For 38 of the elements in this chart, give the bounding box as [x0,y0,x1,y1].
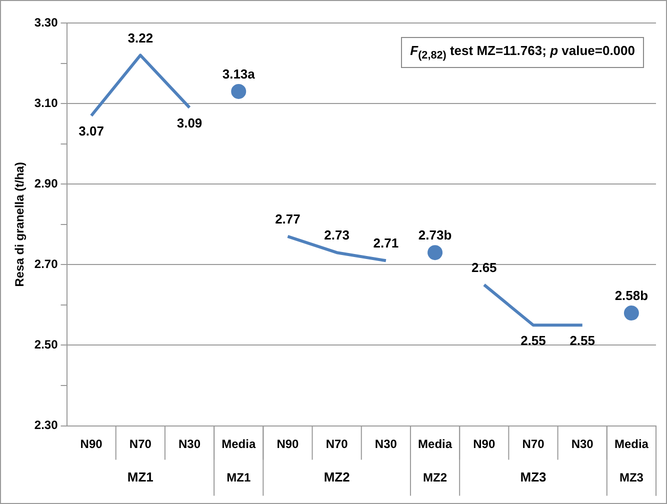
data-label: 2.73 [324,228,350,243]
y-tick-label: 3.10 [34,96,58,110]
y-axis-title: Resa di granella (t/ha) [12,162,27,287]
x-tick-label: N90 [80,436,103,451]
x-tick-label: N90 [473,436,496,451]
point [428,245,443,260]
point [624,306,639,321]
x-tick-label: N70 [326,436,348,451]
x-tick-label: N70 [522,436,545,451]
text: MZ2 [324,469,350,484]
category-label: Media MZ3 [614,436,648,485]
y-tick-label: 2.50 [34,338,58,352]
y-tick-label: 2.70 [34,256,58,271]
x-tick-label: N30 [571,436,594,451]
y-tick-label: 2.30 [34,418,58,432]
data-label: 2.55 [520,333,546,348]
text: MZ1 [127,469,154,484]
data-label: 3.09 [176,116,202,131]
text: MZ3 [520,469,546,484]
category-label: Media MZ2 [418,436,452,485]
annotation: F$_{(2,82)}$ test MZ=11.763; p value=0.000 [401,37,644,68]
data-label: 2.58b [614,288,648,304]
x-tick-label: N30 [178,436,201,451]
y-tick-label: 2.90 [34,176,58,190]
data-label: 2.73b [418,228,452,243]
data-label: 2.55 [570,333,595,348]
x-tick-label: N30 [374,436,398,451]
data-label: 2.65 [471,260,497,275]
data-label: 3.13a [222,66,256,82]
y-tick-label: 3.30 [34,15,58,30]
data-label: 2.71 [373,236,399,251]
point [231,84,246,99]
x-tick-label: N90 [276,436,300,451]
data-label: 2.77 [275,212,300,227]
data-label: 3.07 [78,124,104,139]
data-label: 3.22 [128,30,154,46]
x-tick-label: N70 [129,436,152,451]
category-label: Media MZ1 [222,436,256,485]
